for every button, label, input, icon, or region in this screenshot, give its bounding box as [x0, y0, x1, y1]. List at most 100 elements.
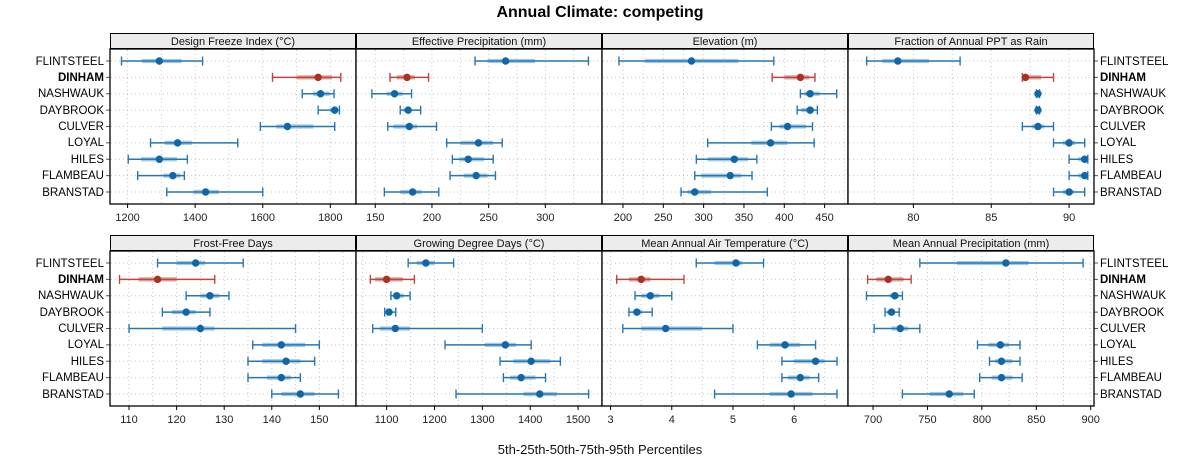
percentile-row-hiles	[499, 356, 562, 366]
station-label: LOYAL	[1100, 339, 1137, 352]
percentile-row-branstad	[455, 389, 590, 399]
percentile-row-daybrook	[884, 307, 900, 317]
station-label: FLINTSTEEL	[1100, 55, 1169, 68]
percentile-row-daybrook	[161, 307, 211, 317]
percentile-row-culver	[770, 122, 814, 131]
percentile-row-nashwauk	[390, 291, 411, 301]
station-labels-left-bottom: FLINTSTEEL DINHAM NASHWAUK DAYBROOK CULVER LO…	[2, 252, 104, 407]
percentile-row-culver	[259, 122, 336, 131]
percentile-row-flintsteel	[695, 258, 765, 268]
station-label: DAYBROOK	[39, 104, 104, 117]
x-tick-label: 1300	[470, 414, 494, 426]
panel-plot: 700 750 800 850 900	[847, 250, 1100, 426]
station-label: BRANSTAD	[42, 388, 104, 401]
x-tick-label: 300	[694, 212, 712, 224]
percentile-row-culver	[372, 324, 484, 333]
percentile-row-branstad	[901, 389, 975, 399]
percentile-row-loyal	[149, 138, 239, 148]
percentile-row-dinham	[389, 72, 430, 82]
percentile-row-culver	[873, 324, 921, 333]
percentile-row-nashwauk	[799, 89, 838, 99]
x-tick-label: 3	[608, 414, 614, 426]
station-label: NASHWAUK	[1100, 290, 1167, 303]
panel-strip: Growing Degree Days (°C)	[356, 235, 602, 251]
x-tick-label: 4	[669, 414, 675, 426]
panel-plot: 110 120 130 140 150	[106, 250, 357, 426]
x-tick-label: 200	[614, 212, 632, 224]
percentile-row-flambeau	[449, 171, 497, 181]
station-label: FLAMBEAU	[1100, 372, 1162, 385]
percentile-row-flambeau	[979, 373, 1023, 383]
panel-mean-annual-air-temperature: Mean Annual Air Temperature (°C) 3 4 5 6	[601, 235, 849, 433]
percentile-row-branstad	[166, 187, 264, 197]
percentile-row-flambeau	[1068, 171, 1089, 181]
percentile-row-hiles	[1068, 154, 1089, 164]
percentile-row-hiles	[451, 154, 494, 164]
percentile-row-loyal	[1052, 138, 1086, 148]
percentile-row-loyal	[706, 138, 815, 148]
station-label: NASHWAUK	[37, 88, 104, 101]
percentile-row-hiles	[247, 356, 316, 366]
percentile-row-nashwauk	[865, 291, 904, 301]
percentile-row-flambeau	[694, 171, 753, 181]
station-label: CULVER	[58, 323, 104, 335]
x-tick-label: 1200	[422, 414, 446, 426]
station-label: DINHAM	[58, 273, 104, 286]
percentile-row-daybrook	[628, 307, 653, 317]
x-tick-label: 800	[973, 414, 991, 426]
station-labels-left-top: FLINTSTEEL DINHAM NASHWAUK DAYBROOK CULVER LO…	[2, 50, 104, 205]
percentile-row-daybrook	[317, 105, 341, 115]
percentile-row-flintsteel	[156, 258, 244, 268]
percentile-row-hiles	[695, 154, 758, 164]
station-label: CULVER	[1100, 121, 1146, 133]
x-tick-label: 900	[1082, 414, 1100, 426]
station-label: FLINTSTEEL	[1100, 257, 1169, 270]
x-tick-label: 1600	[250, 212, 274, 224]
panel-fraction-ppt-as-rain: Fraction of Annual PPT as Rain 80 85 90	[847, 33, 1098, 231]
panel-elevation: Elevation (m) 200 250 300 350 400 450	[601, 33, 849, 231]
percentile-row-branstad	[713, 389, 838, 399]
x-tick-label: 1500	[566, 414, 590, 426]
panel-plot: 3 4 5 6	[601, 250, 849, 426]
panel-strip: Elevation (m)	[602, 33, 848, 49]
station-label: DAYBROOK	[1100, 306, 1165, 319]
percentile-row-flintsteel	[919, 258, 1084, 268]
station-label: CULVER	[58, 121, 104, 133]
station-label: FLINTSTEEL	[35, 257, 104, 270]
panel-plot: 150 200 250 300	[355, 48, 603, 224]
percentile-row-hiles	[781, 356, 838, 366]
station-label: FLAMBEAU	[42, 170, 104, 183]
x-tick-label: 250	[654, 212, 672, 224]
chart-title: Annual Climate: competing	[496, 4, 704, 21]
panel-growing-degree-days: Growing Degree Days (°C) 1100 1200 1300 140…	[355, 235, 603, 433]
x-tick-label: 110	[120, 414, 138, 426]
station-label: CULVER	[1100, 323, 1146, 335]
percentile-row-dinham	[866, 274, 912, 284]
panel-plot: 80 85 90	[847, 48, 1098, 224]
x-tick-label: 1800	[318, 212, 342, 224]
percentile-row-flintsteel	[474, 56, 590, 66]
percentile-row-nashwauk	[634, 291, 673, 301]
x-tick-label: 450	[815, 212, 833, 224]
panel-effective-precipitation: Effective Precipitation (mm) 150 200 250 30…	[355, 33, 603, 231]
percentile-row-daybrook	[384, 307, 397, 317]
station-label: LOYAL	[67, 137, 104, 150]
x-tick-label: 1100	[375, 414, 399, 426]
station-label: NASHWAUK	[1100, 88, 1167, 101]
station-label: LOYAL	[67, 339, 104, 352]
percentile-row-loyal	[756, 340, 817, 350]
percentile-row-loyal	[444, 340, 532, 350]
station-label: FLAMBEAU	[42, 372, 104, 385]
percentile-row-flambeau	[137, 171, 186, 181]
percentile-row-flintsteel	[865, 56, 961, 66]
panel-plot: 1100 1200 1300 1400 1500	[355, 250, 603, 426]
station-label: LOYAL	[1100, 137, 1137, 150]
x-tick-label: 150	[310, 414, 328, 426]
panel-frost-free-days: Frost-Free Days 110 120 130 140 150	[106, 235, 357, 433]
percentile-row-hiles	[127, 154, 189, 164]
percentile-row-hiles	[988, 356, 1021, 366]
x-tick-label: 700	[864, 414, 882, 426]
x-tick-label: 250	[479, 212, 497, 224]
percentile-row-flambeau	[502, 373, 547, 383]
